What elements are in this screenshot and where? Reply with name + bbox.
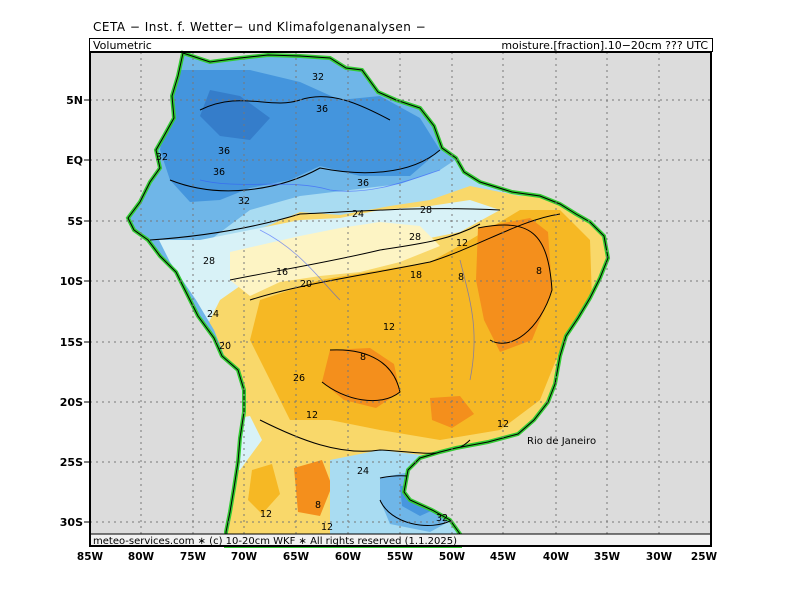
lon-label: 60W: [335, 551, 362, 563]
copyright-footer: meteo-services.com ∗ (c) 10-20cm WKF ∗ A…: [93, 536, 457, 547]
lon-label: 55W: [387, 551, 414, 563]
contour-label: 12: [383, 322, 395, 333]
contour-labels: 32 36 32 36 36 36 32 24 28 28 28 12 8 8 …: [156, 72, 542, 533]
contour-label: 32: [156, 152, 168, 163]
contour-label: 32: [238, 196, 250, 207]
lon-label: 65W: [283, 551, 310, 563]
lat-label: 5N: [66, 94, 83, 107]
lon-label: 25W: [691, 551, 718, 563]
contour-label: 8: [458, 272, 464, 283]
lon-label: 40W: [543, 551, 570, 563]
rivers: [199, 169, 475, 381]
lat-label: 20S: [60, 396, 83, 409]
contour-label: 28: [203, 256, 215, 267]
contour-label: 18: [410, 270, 422, 281]
latitude-labels: 5N EQ 5S 10S 15S 20S 25S 30S: [60, 94, 83, 529]
source-title: CETA − Inst. f. Wetter− und Klimafolgena…: [93, 20, 427, 34]
contour-label: 20: [300, 279, 312, 290]
lon-label: 35W: [594, 551, 621, 563]
contour-label: 24: [352, 209, 364, 220]
contour-label: 28: [409, 232, 421, 243]
contour-label: 8: [536, 266, 542, 277]
lon-label: 75W: [180, 551, 207, 563]
lon-label: 70W: [231, 551, 258, 563]
lat-label: 25S: [60, 456, 83, 469]
contour-label: 20: [219, 341, 231, 352]
contour-label: 24: [357, 466, 369, 477]
axis-ticks: [84, 99, 90, 523]
contour-label: 36: [316, 104, 328, 115]
lon-label: 85W: [77, 551, 104, 563]
footer-strip: [90, 534, 711, 546]
lon-label: 30W: [646, 551, 673, 563]
lat-label: 10S: [60, 275, 83, 288]
contour-label: 16: [276, 267, 288, 278]
longitude-labels: 85W 80W 75W 70W 65W 60W 55W 50W 45W 40W …: [77, 551, 718, 563]
contour-label: 12: [321, 522, 333, 533]
contour-lines: [149, 96, 561, 527]
lat-label: 15S: [60, 336, 83, 349]
lon-label: 45W: [490, 551, 517, 563]
variable-label: Volumetric: [93, 39, 152, 52]
subtitle-bar: Volumetric moisture.[fraction].10−20cm ?…: [89, 38, 713, 52]
contour-label: 32: [312, 72, 324, 83]
map-frame: [89, 51, 712, 547]
contour-label: 36: [213, 167, 225, 178]
graticule: [90, 52, 711, 546]
contour-label: 36: [357, 178, 369, 189]
contour-label: 12: [306, 410, 318, 421]
contour-label: 26: [293, 373, 305, 384]
product-label: moisture.[fraction].10−20cm ??? UTC: [501, 39, 708, 52]
contour-label: 24: [207, 309, 219, 320]
lat-label: 5S: [67, 215, 83, 228]
lat-label: EQ: [66, 154, 83, 167]
lon-label: 50W: [439, 551, 466, 563]
city-label-rio: Rio de Janeiro: [527, 436, 596, 447]
contour-label: 8: [360, 352, 366, 363]
contour-label: 36: [218, 146, 230, 157]
lon-label: 80W: [128, 551, 155, 563]
contour-label: 12: [497, 419, 509, 430]
contour-label: 8: [315, 500, 321, 511]
contour-label: 32: [436, 513, 448, 524]
contour-label: 28: [420, 205, 432, 216]
contour-label: 12: [456, 238, 468, 249]
contour-label: 12: [260, 509, 272, 520]
lat-label: 30S: [60, 516, 83, 529]
